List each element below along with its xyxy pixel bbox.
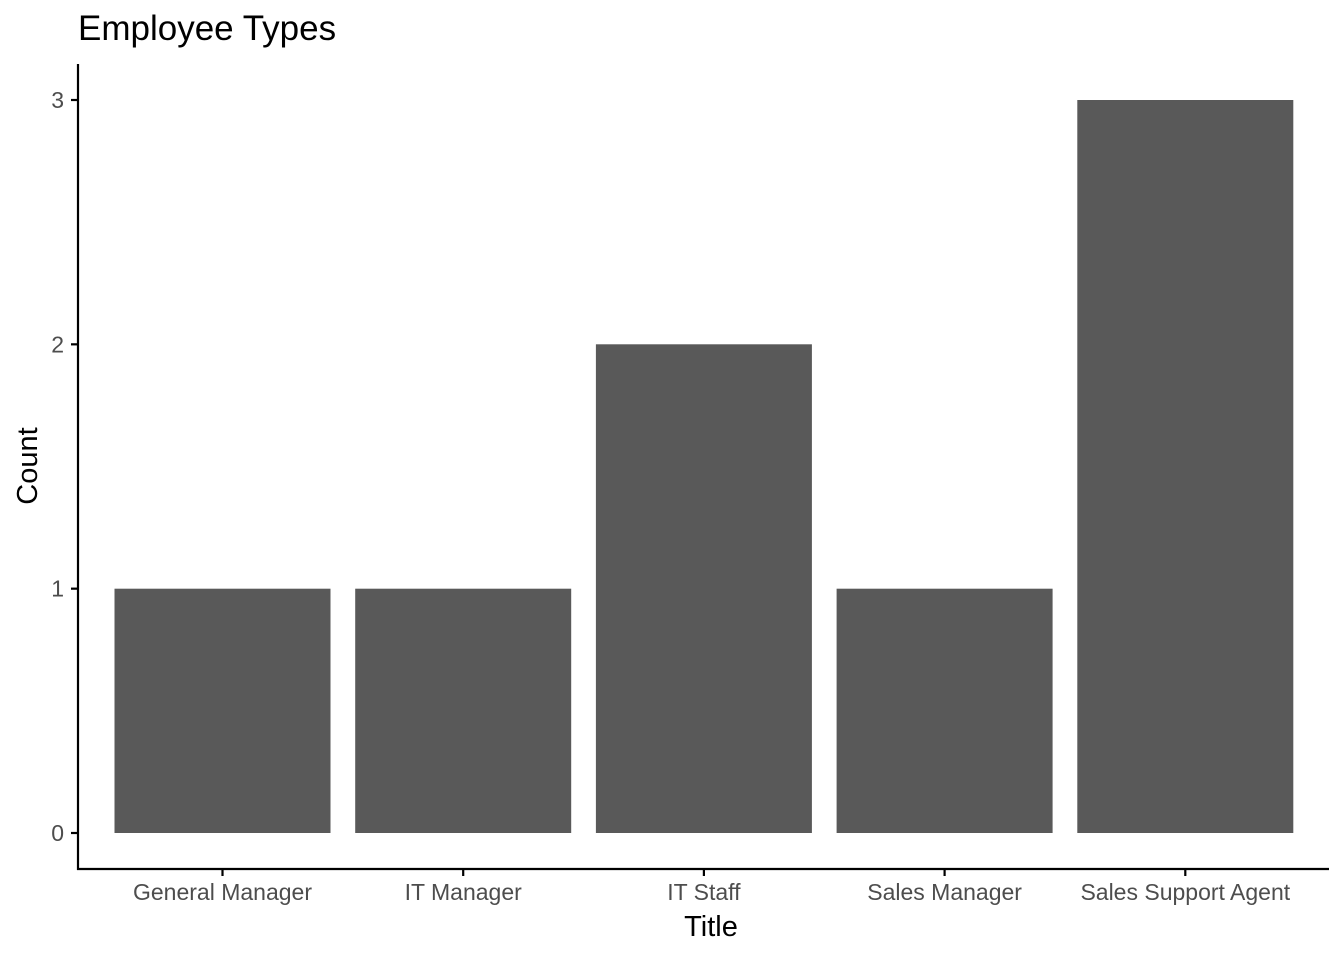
x-tick-label: General Manager: [133, 879, 312, 905]
y-tick-label: 2: [51, 331, 64, 357]
y-tick-label: 3: [51, 87, 64, 113]
bar-sales-support-agent: [1077, 100, 1294, 833]
y-tick-label: 0: [51, 820, 64, 846]
y-tick-label: 1: [51, 576, 64, 602]
bar-general-manager: [114, 588, 331, 833]
x-tick-label: Sales Manager: [867, 879, 1022, 905]
bar-it-staff: [595, 344, 812, 833]
x-tick-label: IT Staff: [667, 879, 741, 905]
x-axis-title: Title: [684, 911, 738, 943]
chart-title: Employee Types: [78, 9, 336, 48]
x-tick-label: Sales Support Agent: [1080, 879, 1290, 905]
y-ticks-group: 0 1 2 3: [51, 87, 78, 846]
bars-group: [114, 100, 1294, 833]
y-axis-title: Count: [12, 427, 44, 504]
bar-sales-manager: [836, 588, 1053, 833]
bar-it-manager: [355, 588, 572, 833]
x-tick-label: IT Manager: [405, 879, 523, 905]
x-ticks-group: General Manager IT Manager IT Staff Sales M…: [133, 869, 1291, 905]
